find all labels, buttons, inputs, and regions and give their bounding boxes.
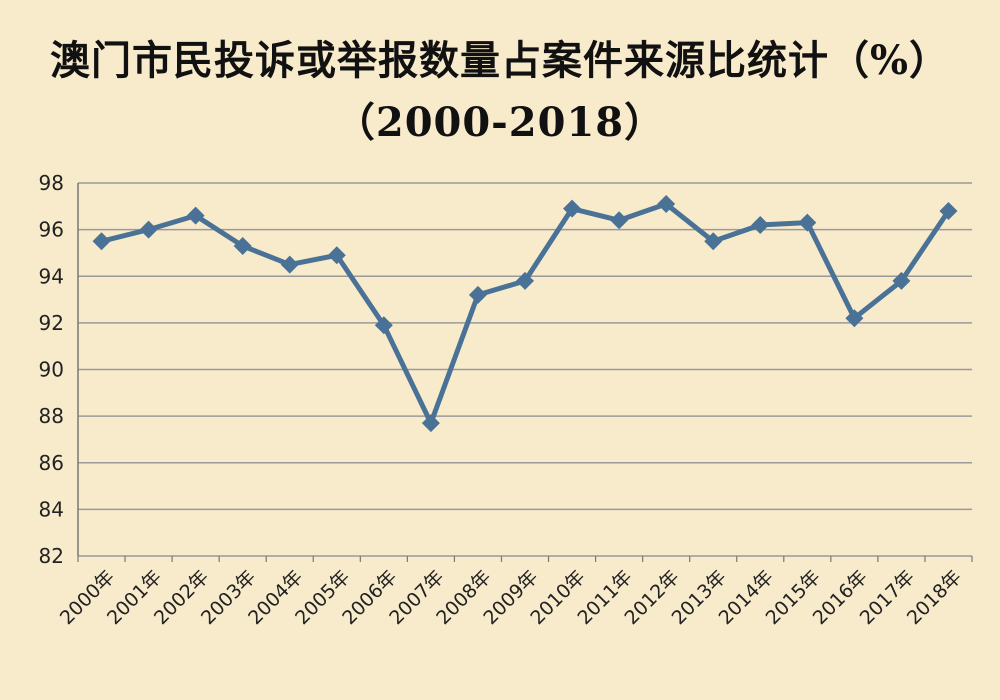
chart-title: 澳门市民投诉或举报数量占案件来源比统计（%） (49, 37, 950, 84)
data-point-marker (610, 211, 629, 230)
data-point-marker (327, 246, 346, 265)
y-tick-label: 82 (39, 544, 64, 568)
data-point-marker (421, 414, 440, 433)
data-point-marker (657, 194, 676, 213)
y-tick-label: 92 (39, 311, 64, 335)
y-tick-label: 98 (39, 171, 64, 195)
data-point-marker (280, 255, 299, 274)
y-tick-label: 90 (39, 358, 64, 382)
y-tick-label: 88 (39, 404, 64, 428)
data-point-marker (892, 271, 911, 290)
data-point-marker (939, 201, 958, 220)
data-point-marker (374, 316, 393, 335)
data-point-marker (468, 285, 487, 304)
data-point-marker (751, 215, 770, 234)
y-tick-label: 94 (39, 264, 64, 288)
data-point-marker (186, 206, 205, 225)
data-point-marker (92, 232, 111, 251)
y-tick-label: 84 (39, 497, 64, 521)
data-point-marker (233, 236, 252, 255)
data-point-marker (516, 271, 534, 290)
data-point-marker (798, 213, 817, 232)
y-tick-label: 96 (39, 218, 64, 242)
chart-subtitle: （2000-2018） (334, 99, 666, 146)
data-point-marker (845, 309, 864, 328)
data-point-marker (563, 199, 582, 218)
y-tick-label: 86 (39, 451, 64, 475)
series-line (99, 201, 951, 426)
data-point-marker (704, 232, 723, 251)
data-point-marker (139, 220, 158, 239)
